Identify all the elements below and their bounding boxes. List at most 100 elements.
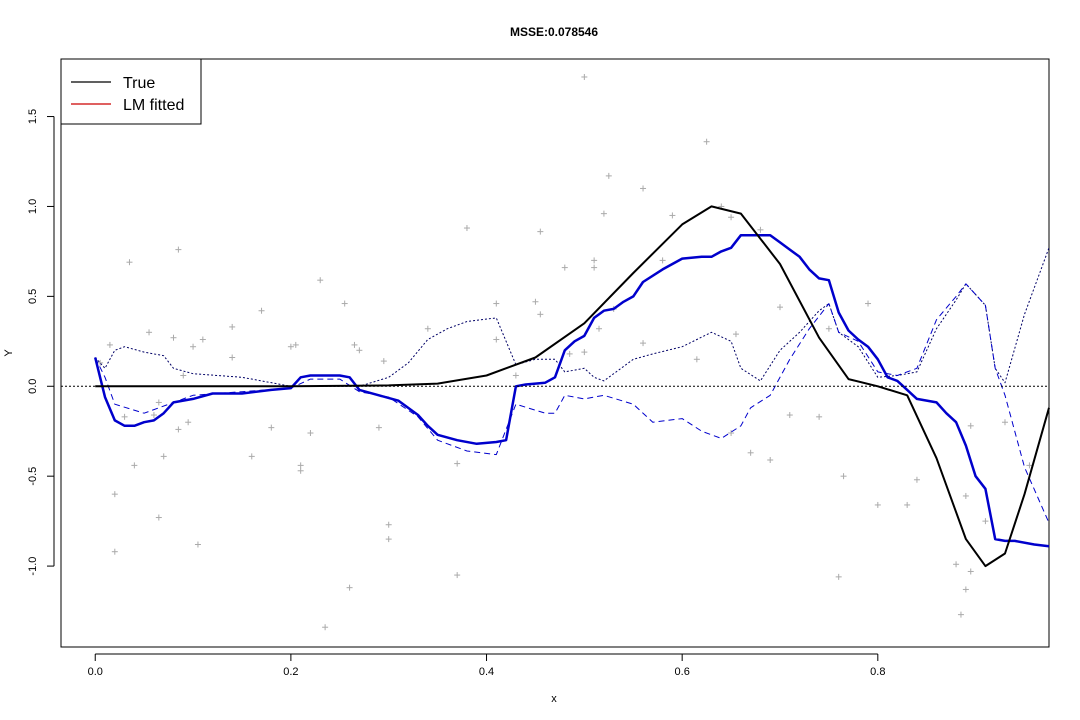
scatter-point	[537, 228, 544, 235]
scatter-point	[160, 453, 167, 460]
chart-title: MSSE:0.078546	[510, 25, 598, 39]
scatter-point	[341, 300, 348, 307]
scatter-point	[121, 413, 128, 420]
scatter-point	[561, 264, 568, 271]
scatter-point	[180, 372, 187, 379]
scatter-point	[728, 214, 735, 221]
scatter-point	[512, 372, 519, 379]
scatter-point	[424, 325, 431, 332]
scatter-point	[185, 419, 192, 426]
scatter-point	[150, 412, 157, 419]
scatter-point	[904, 501, 911, 508]
series-true-line	[95, 205, 1050, 568]
lines-layer	[93, 205, 1050, 568]
scatter-point	[693, 356, 700, 363]
legend-box	[60, 58, 202, 125]
scatter-point	[229, 323, 236, 330]
scatter-point	[111, 548, 118, 555]
scatter-point	[199, 336, 206, 343]
x-tick-label: 0.8	[870, 666, 885, 678]
scatter-point	[537, 311, 544, 318]
scatter-point	[747, 449, 754, 456]
x-tick-label: 0.6	[675, 666, 690, 678]
scatter-point	[146, 329, 153, 336]
scatter-point	[581, 73, 588, 80]
scatter-point	[297, 467, 304, 474]
y-tick-label: 1.5	[27, 109, 39, 124]
scatter-point	[840, 473, 847, 480]
scatter-point	[346, 584, 353, 591]
scatter-point	[835, 573, 842, 580]
scatter-point	[385, 521, 392, 528]
scatter-point	[106, 341, 113, 348]
scatter-point	[967, 568, 974, 575]
scatter-point	[776, 304, 783, 311]
y-tick-label: 0.0	[27, 379, 39, 394]
scatter-point	[356, 347, 363, 354]
scatter-point	[131, 462, 138, 469]
scatter-point	[640, 185, 647, 192]
y-tick-label: 1.0	[27, 199, 39, 214]
scatter-point	[967, 422, 974, 429]
scatter-point	[600, 210, 607, 217]
scatter-point	[816, 413, 823, 420]
scatter-point	[757, 226, 764, 233]
x-tick-label: 0.4	[479, 666, 494, 678]
scatter-point	[962, 492, 969, 499]
x-tick-label: 0.0	[88, 666, 103, 678]
scatter-point	[825, 325, 832, 332]
scatter-point	[953, 561, 960, 568]
scatter-point	[229, 354, 236, 361]
y-axis-label: Y	[3, 349, 15, 357]
scatter-point	[493, 336, 500, 343]
scatter-point	[913, 476, 920, 483]
plot-area	[60, 58, 1050, 648]
scatter-point	[292, 341, 299, 348]
legend: True LM fitted	[60, 58, 202, 125]
scatter-point	[703, 138, 710, 145]
series-fitted-line	[93, 233, 1050, 548]
y-tick-label: 0.5	[27, 289, 39, 304]
scatter-point	[317, 277, 324, 284]
scatter-point	[380, 358, 387, 365]
scatter-point	[155, 514, 162, 521]
scatter-point	[728, 430, 735, 437]
scatter-point	[640, 340, 647, 347]
scatter-point	[170, 334, 177, 341]
scatter-point	[874, 501, 881, 508]
scatter-point	[297, 462, 304, 469]
legend-label-lm-fitted: LM fitted	[123, 97, 184, 114]
scatter-point	[865, 300, 872, 307]
scatter-point	[126, 259, 133, 266]
scatter-point	[532, 298, 539, 305]
scatter-point	[248, 453, 255, 460]
series-lower-band-line	[94, 283, 1050, 524]
scatter-point	[786, 412, 793, 419]
y-tick-label: -1.0	[27, 557, 39, 576]
series-upper-band-line	[94, 247, 1050, 387]
scatter-point	[268, 424, 275, 431]
y-tick-label: -0.5	[27, 467, 39, 486]
scatter-point	[982, 518, 989, 525]
legend-label-true: True	[123, 75, 155, 92]
x-axis: 0.0 0.2 0.4 0.6 0.8	[88, 653, 885, 678]
scatter-point	[596, 325, 603, 332]
scatter-point	[962, 586, 969, 593]
scatter-point	[322, 624, 329, 631]
scatter-point	[190, 343, 197, 350]
scatter-point	[351, 341, 358, 348]
scatter-point	[111, 491, 118, 498]
scatter-point	[454, 460, 461, 467]
scatter-point	[375, 424, 382, 431]
scatter-point	[493, 300, 500, 307]
scatter-point	[591, 264, 598, 271]
scatter-point	[155, 399, 162, 406]
scatter-point	[732, 331, 739, 338]
scatter-point	[385, 536, 392, 543]
plot-frame	[60, 58, 1050, 648]
scatter-point	[175, 246, 182, 253]
scatter-point	[97, 359, 104, 366]
scatter-point	[287, 343, 294, 350]
x-axis-label: x	[551, 693, 557, 705]
